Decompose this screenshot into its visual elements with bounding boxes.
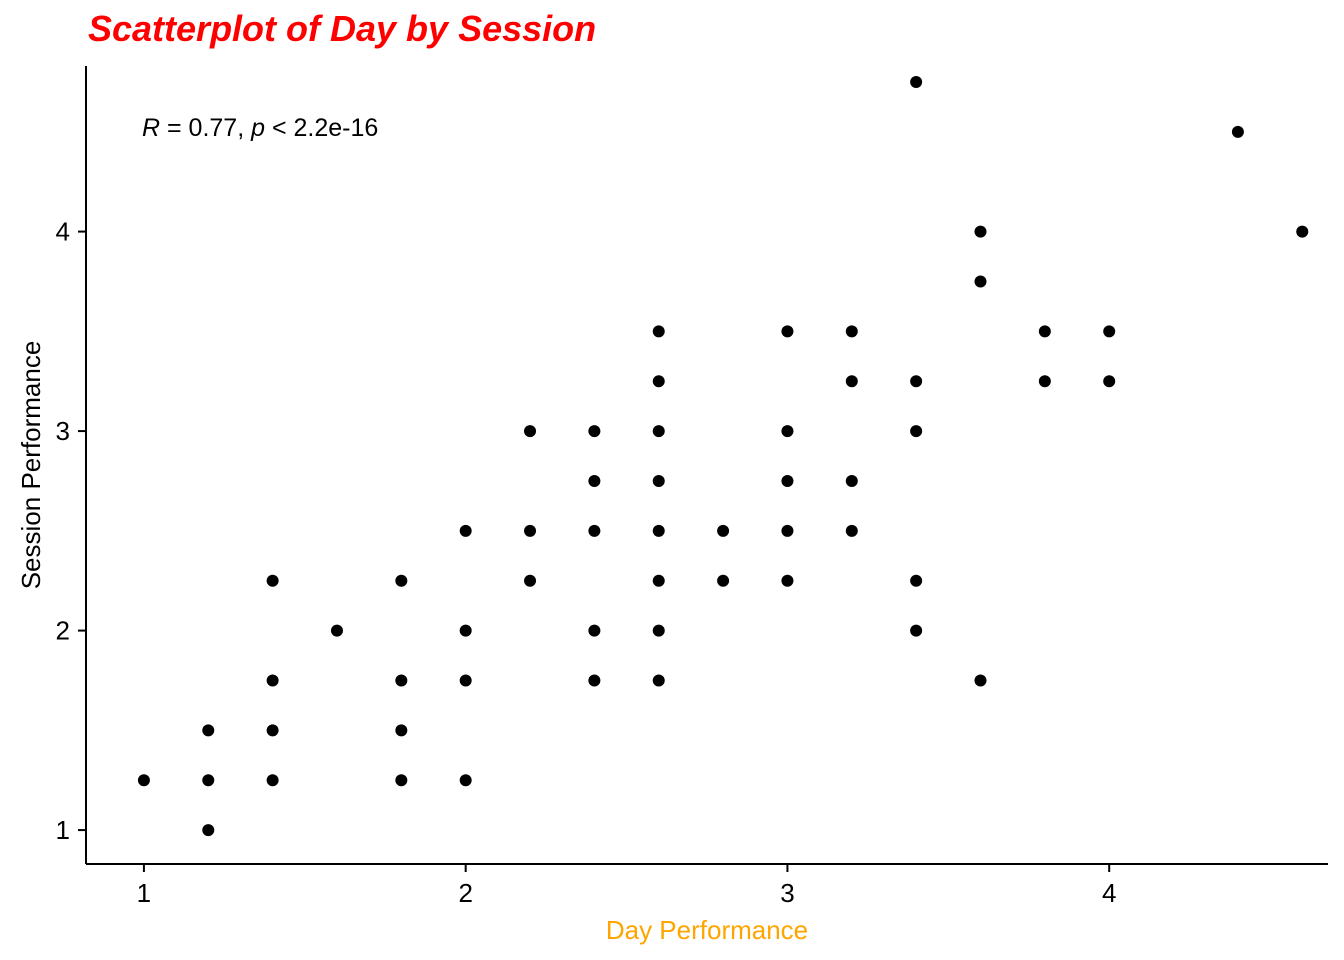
data-point <box>266 724 279 737</box>
data-point <box>781 524 794 537</box>
x-axis-ticks: 1 2 3 4 <box>137 864 1116 908</box>
y-tick-label: 2 <box>56 616 70 646</box>
data-point <box>524 524 537 537</box>
x-tick-label: 1 <box>137 878 151 908</box>
data-point <box>1103 375 1116 388</box>
y-axis-ticks: 1 2 3 4 <box>56 217 86 845</box>
data-point <box>652 425 665 438</box>
p-symbol: p <box>250 114 265 142</box>
y-tick-label: 4 <box>56 217 70 247</box>
data-point <box>524 574 537 587</box>
data-point <box>781 325 794 338</box>
data-point <box>395 574 408 587</box>
data-point <box>652 524 665 537</box>
data-point <box>652 674 665 687</box>
data-point <box>266 674 279 687</box>
data-point <box>910 75 923 88</box>
p-value: < 2.2e-16 <box>265 114 378 142</box>
correlation-annotation: R = 0.77, p < 2.2e-16 <box>142 114 378 142</box>
data-point <box>1038 325 1051 338</box>
x-tick-label: 2 <box>458 878 472 908</box>
data-point <box>459 624 472 637</box>
data-point <box>910 425 923 438</box>
data-point <box>1103 325 1116 338</box>
data-point <box>395 724 408 737</box>
data-point <box>974 275 987 288</box>
x-tick-label: 3 <box>780 878 794 908</box>
data-point <box>202 824 215 837</box>
data-point <box>588 674 601 687</box>
data-point <box>781 574 794 587</box>
data-point <box>588 474 601 487</box>
data-point <box>845 474 858 487</box>
y-tick-label: 1 <box>56 815 70 845</box>
points-layer <box>137 75 1309 837</box>
data-point <box>717 524 730 537</box>
data-point <box>202 774 215 787</box>
data-point <box>910 624 923 637</box>
data-point <box>459 774 472 787</box>
r-symbol: R <box>142 114 160 142</box>
data-point <box>781 425 794 438</box>
data-point <box>588 624 601 637</box>
chart-title: Scatterplot of Day by Session <box>88 8 597 49</box>
data-point <box>1296 225 1309 238</box>
data-point <box>459 674 472 687</box>
data-point <box>845 524 858 537</box>
data-point <box>459 524 472 537</box>
data-point <box>652 325 665 338</box>
data-point <box>137 774 150 787</box>
x-axis-title: Day Performance <box>606 915 808 945</box>
data-point <box>588 524 601 537</box>
data-point <box>652 624 665 637</box>
r-value: = 0.77, <box>160 114 251 142</box>
y-tick-label: 3 <box>56 416 70 446</box>
data-point <box>717 574 730 587</box>
y-axis-title: Session Performance <box>16 341 46 590</box>
data-point <box>974 674 987 687</box>
data-point <box>266 574 279 587</box>
data-point <box>845 325 858 338</box>
data-point <box>1038 375 1051 388</box>
x-tick-label: 4 <box>1102 878 1116 908</box>
data-point <box>974 225 987 238</box>
data-point <box>910 375 923 388</box>
data-point <box>395 774 408 787</box>
data-point <box>781 474 794 487</box>
data-point <box>845 375 858 388</box>
data-point <box>202 724 215 737</box>
data-point <box>1231 125 1244 138</box>
data-point <box>652 474 665 487</box>
data-point <box>652 375 665 388</box>
data-point <box>330 624 343 637</box>
data-point <box>652 574 665 587</box>
data-point <box>395 674 408 687</box>
data-point <box>588 425 601 438</box>
data-point <box>910 574 923 587</box>
data-point <box>524 425 537 438</box>
data-point <box>266 774 279 787</box>
